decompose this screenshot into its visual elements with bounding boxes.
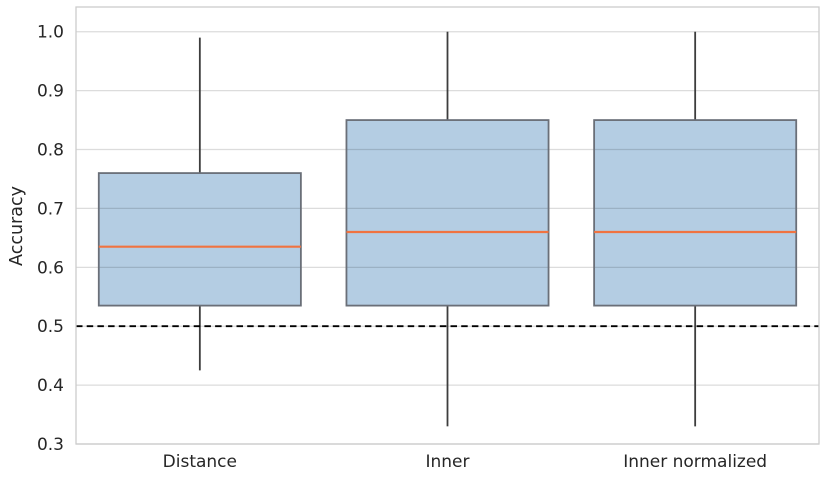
y-tick-label: 0.7 [37,199,64,219]
y-tick-label: 0.3 [37,435,64,455]
y-tick-label: 0.9 [37,82,64,102]
x-tick-label-inner: Inner [425,452,469,472]
x-tick-label-inner-normalized: Inner normalized [623,452,767,472]
box-fill-inner [346,120,549,306]
y-tick-label: 0.6 [37,258,64,278]
y-tick-label: 0.8 [37,141,64,161]
y-tick-label: 1.0 [37,23,64,43]
box-fill-inner-normalized [594,120,797,306]
box-fill-distance [98,173,301,306]
box-edge-inner [345,119,550,307]
plot-border [75,6,820,445]
x-tick-label-distance: Distance [163,452,237,472]
y-tick-label: 0.4 [37,376,64,396]
box-edge-distance [97,172,302,307]
y-tick-label: 0.5 [37,317,64,337]
box-edge-inner-normalized [593,119,798,307]
